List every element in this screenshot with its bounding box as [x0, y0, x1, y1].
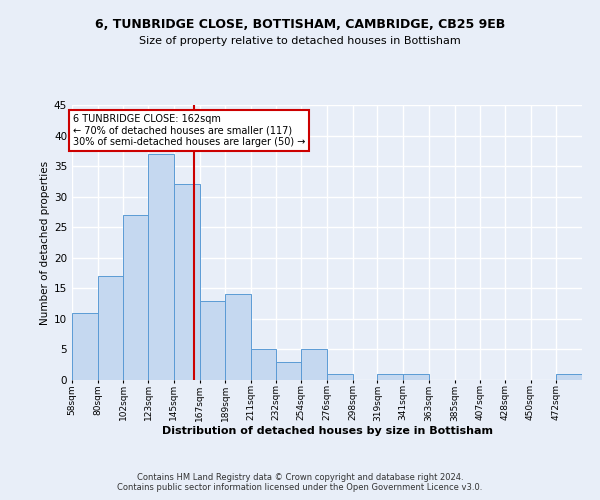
Bar: [377, 374, 403, 380]
Bar: [199, 300, 225, 380]
Bar: [124, 215, 148, 380]
Text: 6, TUNBRIDGE CLOSE, BOTTISHAM, CAMBRIDGE, CB25 9EB: 6, TUNBRIDGE CLOSE, BOTTISHAM, CAMBRIDGE…: [95, 18, 505, 30]
Bar: [98, 276, 124, 380]
X-axis label: Distribution of detached houses by size in Bottisham: Distribution of detached houses by size …: [161, 426, 493, 436]
Text: Contains HM Land Registry data © Crown copyright and database right 2024.
Contai: Contains HM Land Registry data © Crown c…: [118, 473, 482, 492]
Bar: [556, 374, 582, 380]
Text: 6 TUNBRIDGE CLOSE: 162sqm
← 70% of detached houses are smaller (117)
30% of semi: 6 TUNBRIDGE CLOSE: 162sqm ← 70% of detac…: [73, 114, 305, 148]
Bar: [72, 313, 98, 380]
Bar: [301, 350, 327, 380]
Bar: [225, 294, 251, 380]
Bar: [174, 184, 199, 380]
Y-axis label: Number of detached properties: Number of detached properties: [40, 160, 50, 324]
Text: Size of property relative to detached houses in Bottisham: Size of property relative to detached ho…: [139, 36, 461, 46]
Bar: [327, 374, 353, 380]
Bar: [275, 362, 301, 380]
Bar: [251, 350, 275, 380]
Bar: [403, 374, 429, 380]
Bar: [148, 154, 174, 380]
